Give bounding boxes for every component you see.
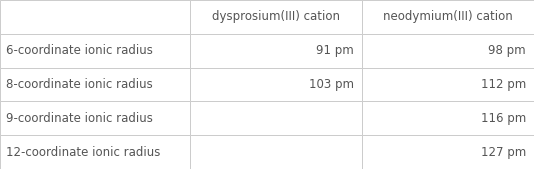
Text: 116 pm: 116 pm xyxy=(481,112,526,125)
Text: 112 pm: 112 pm xyxy=(481,78,526,91)
Bar xyxy=(362,101,534,135)
Text: 8-coordinate ionic radius: 8-coordinate ionic radius xyxy=(6,78,153,91)
Bar xyxy=(0,68,190,101)
Text: 9-coordinate ionic radius: 9-coordinate ionic radius xyxy=(6,112,153,125)
Bar xyxy=(0,34,190,68)
Bar xyxy=(362,34,534,68)
Bar xyxy=(190,0,362,34)
Bar xyxy=(362,135,534,169)
Bar xyxy=(362,0,534,34)
Text: 98 pm: 98 pm xyxy=(489,44,526,57)
Bar xyxy=(0,0,190,34)
Text: 127 pm: 127 pm xyxy=(481,146,526,159)
Bar xyxy=(190,101,362,135)
Bar xyxy=(190,68,362,101)
Bar xyxy=(190,34,362,68)
Bar xyxy=(0,135,190,169)
Bar xyxy=(0,101,190,135)
Text: 6-coordinate ionic radius: 6-coordinate ionic radius xyxy=(6,44,153,57)
Text: dysprosium(III) cation: dysprosium(III) cation xyxy=(211,10,340,23)
Bar xyxy=(362,68,534,101)
Text: 103 pm: 103 pm xyxy=(309,78,354,91)
Text: neodymium(III) cation: neodymium(III) cation xyxy=(383,10,513,23)
Text: 12-coordinate ionic radius: 12-coordinate ionic radius xyxy=(6,146,161,159)
Text: 91 pm: 91 pm xyxy=(316,44,354,57)
Bar xyxy=(190,135,362,169)
